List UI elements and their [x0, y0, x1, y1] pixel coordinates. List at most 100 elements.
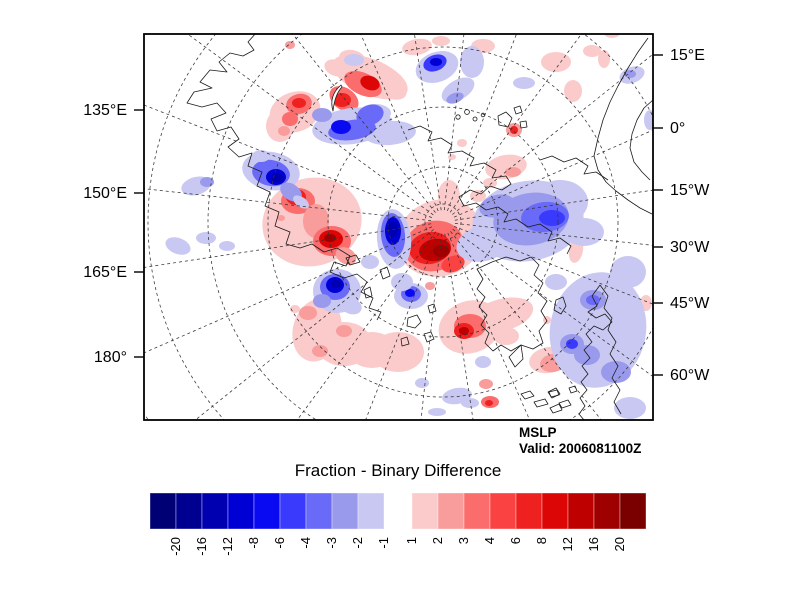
latitude-circle [147, 34, 225, 420]
coast-great-lake [533, 398, 549, 408]
left-axis: 135°E 150°E 165°E 180° [83, 102, 144, 366]
colorbar-tick-label: 16 [586, 537, 601, 551]
colorbar-tick-label: -20 [168, 537, 183, 556]
coast-greenland-west [599, 284, 622, 415]
colorbar-cell-positive [593, 492, 621, 530]
left-tick-label: 135°E [83, 102, 127, 119]
coast-lake [363, 286, 373, 299]
colorbar-tick-label: -8 [246, 537, 261, 549]
meridian-line [186, 34, 434, 216]
colorbar-tick-label: -16 [194, 537, 209, 556]
latitude-circle [424, 203, 462, 241]
coast-greenland-east [578, 284, 613, 420]
variable-label: MSLP [519, 425, 557, 440]
coast-james-bay [508, 344, 524, 368]
latitude-circle [267, 46, 619, 398]
meridian-line [292, 34, 436, 213]
map-frame [143, 33, 654, 421]
colorbar-tick-label: -12 [220, 537, 235, 556]
coast-hudson-bay [476, 256, 548, 352]
meridian-line [365, 233, 439, 420]
coast-island [464, 109, 470, 115]
coast-novaya-zemlya [331, 84, 343, 112]
coast-arctic-russia [407, 125, 572, 255]
colorbar-cell-positive [515, 492, 543, 530]
left-tick-label: 180° [94, 349, 127, 366]
colorbar-cell-negative [175, 492, 203, 530]
colorbar-tick-label: 12 [560, 537, 575, 551]
colorbar-tick-label: -4 [298, 537, 313, 549]
colorbar-cell-positive [619, 492, 647, 530]
coast-baffin [553, 296, 567, 315]
colorbar-cell-negative [331, 492, 359, 530]
coast-great-lake [568, 385, 578, 394]
colorbar-cell-positive [489, 492, 517, 530]
coast-arctic-island [423, 331, 435, 343]
colorbar-tick-label: -1 [376, 537, 391, 549]
colorbar-cell-negative [227, 492, 255, 530]
meridian-line [454, 222, 653, 246]
colorbar: -20 -16 -12 -8 -6 -4 -3 -2 -1 1 2 3 4 6 8 12 16 20 [149, 492, 647, 556]
meridian-line [144, 188, 432, 222]
right-tick-label: 60°W [670, 367, 710, 384]
meridian-line [144, 223, 432, 268]
colorbar-cell-positive [541, 492, 569, 530]
colorbar-cell-positive [411, 492, 439, 530]
coast-maritime-island [549, 403, 563, 414]
right-tick-label: 30°W [670, 239, 710, 256]
coast-kola [539, 155, 609, 181]
right-tick-label: 45°W [670, 295, 710, 312]
right-tick-label: 15°W [670, 182, 710, 199]
meridian-line [144, 104, 432, 218]
meridian-line [444, 233, 474, 420]
coast-arctic-island [427, 303, 437, 314]
meridian-line [447, 232, 531, 420]
meridian-line [450, 231, 602, 420]
colorbar-tick-label: 3 [456, 537, 471, 544]
colorbar-tick-label: 8 [534, 537, 549, 544]
right-tick-label: 15°E [670, 47, 705, 64]
coast-lake [345, 254, 361, 266]
coast-lake [379, 266, 391, 280]
colorbar-title: Fraction - Binary Difference [295, 461, 502, 480]
left-tick-label: 165°E [83, 264, 127, 281]
coast-island [480, 112, 486, 118]
colorbar-cell-negative [279, 492, 307, 530]
coast-great-lake [520, 390, 535, 400]
meridian-line [420, 233, 443, 420]
meridian-line [443, 34, 465, 211]
difference-field [165, 34, 653, 419]
colorbar-cell-positive [463, 492, 491, 530]
colorbar-tick-label: -3 [324, 537, 339, 549]
colorbar-cell-negative [201, 492, 229, 530]
colorbar-cell-negative [357, 492, 385, 530]
meridian-line [454, 226, 653, 305]
meridian-line [414, 34, 442, 211]
coast-maritime-island [547, 387, 561, 399]
colorbar-tick-label: 6 [508, 537, 523, 544]
meridian-line [296, 231, 437, 420]
colorbar-cell-negative [305, 492, 333, 530]
latitude-circle [387, 166, 499, 278]
valid-time-label: Valid: 2006081100Z [519, 441, 641, 456]
colorbar-tick-label: 2 [430, 537, 445, 544]
meridian-line [454, 189, 653, 221]
latitude-circle [144, 412, 149, 420]
right-tick-label: 0° [670, 120, 685, 137]
coast-baltic [629, 99, 653, 181]
meridian-line [449, 34, 582, 213]
colorbar-cell-negative [253, 492, 281, 530]
coast-island [455, 114, 461, 120]
coast-svalbard [519, 120, 528, 129]
meridian-line [360, 34, 439, 212]
coast-svalbard [513, 105, 523, 115]
colorbar-cell-negative [149, 492, 177, 530]
colorbar-tick-label: 1 [404, 537, 419, 544]
coast-great-lake [558, 399, 572, 409]
coast-svalbard [497, 111, 513, 128]
latitude-circle [327, 106, 559, 338]
colorbar-tick-label: 4 [482, 537, 497, 544]
meridian-line [452, 228, 653, 378]
